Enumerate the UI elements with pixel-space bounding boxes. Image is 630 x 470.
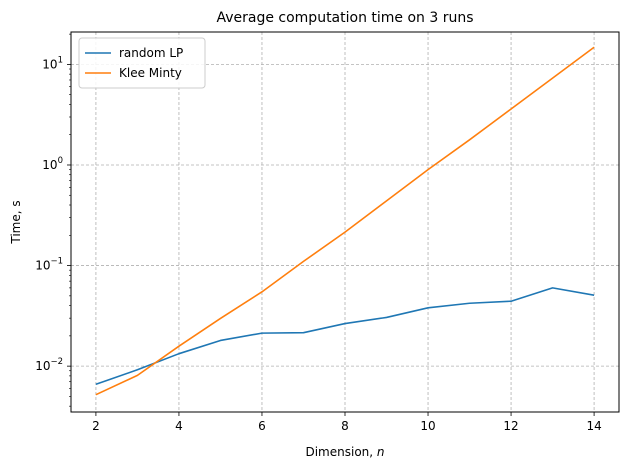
legend-label: Klee Minty bbox=[119, 66, 182, 80]
x-axis-label-variable: n bbox=[377, 445, 385, 459]
x-tick-label: 10 bbox=[420, 419, 435, 433]
y-tick-label-exponent: −2 bbox=[50, 357, 63, 367]
x-axis-label-text: Dimension, bbox=[305, 445, 376, 459]
legend-label: random LP bbox=[119, 46, 183, 60]
legend: random LP Klee Minty bbox=[78, 37, 206, 89]
x-tick-label: 8 bbox=[341, 419, 349, 433]
y-tick-label-base: 10 bbox=[35, 259, 50, 273]
grid bbox=[71, 32, 619, 412]
x-tick-label: 2 bbox=[92, 419, 100, 433]
y-tick-label-exponent: −1 bbox=[50, 257, 63, 267]
series-line-0 bbox=[95, 287, 595, 386]
x-axis-label: Dimension, n bbox=[305, 445, 384, 459]
y-tick-label-exponent: 1 bbox=[58, 55, 63, 65]
y-tick-label: 10−2 bbox=[35, 357, 63, 373]
y-tick-label: 101 bbox=[42, 55, 63, 71]
y-tick-label-base: 10 bbox=[35, 359, 50, 373]
series-line-1 bbox=[95, 46, 595, 396]
chart-title: Average computation time on 3 runs bbox=[216, 10, 473, 26]
y-tick-label: 10−1 bbox=[35, 257, 63, 273]
legend-box bbox=[78, 37, 206, 89]
x-tick-label: 14 bbox=[586, 419, 601, 433]
y-tick-label: 100 bbox=[42, 156, 63, 172]
y-tick-label-exponent: 0 bbox=[58, 156, 63, 166]
x-tick-label: 12 bbox=[503, 419, 518, 433]
x-tick-label: 4 bbox=[175, 419, 183, 433]
y-tick-label-base: 10 bbox=[42, 158, 57, 172]
x-tick-label: 6 bbox=[258, 419, 266, 433]
y-tick-label-base: 10 bbox=[42, 57, 57, 71]
series-lines bbox=[95, 46, 595, 396]
y-axis-label: Time, s bbox=[9, 200, 23, 244]
x-axis-ticks: 2 4 6 8 10 12 14 bbox=[92, 412, 602, 433]
